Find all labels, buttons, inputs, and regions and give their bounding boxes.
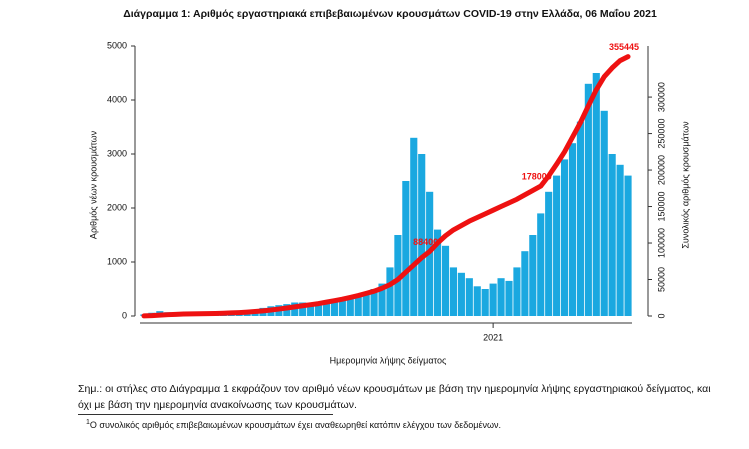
bar xyxy=(592,73,600,316)
y2-tick-label: 300000 xyxy=(656,82,666,112)
bar xyxy=(624,175,632,316)
chart-title: Διάγραμμα 1: Αριθμός εργαστηριακά επιβεβ… xyxy=(123,8,657,20)
bar xyxy=(338,298,346,316)
bar xyxy=(378,283,386,316)
bar xyxy=(560,159,569,316)
bar xyxy=(481,289,489,316)
bar xyxy=(394,235,402,316)
bar xyxy=(473,286,481,316)
y2-tick-label: 150000 xyxy=(656,192,666,222)
y2-tick-label: 200000 xyxy=(656,155,666,185)
bar xyxy=(505,280,513,316)
bar xyxy=(307,303,315,316)
bar xyxy=(568,143,577,316)
bar xyxy=(545,191,553,316)
note: Σημ.: οι στήλες στο Διάγραμμα 1 εκφράζου… xyxy=(78,383,711,411)
y2-tick-label: 100000 xyxy=(656,228,666,258)
bar xyxy=(370,289,378,316)
bar xyxy=(576,121,584,316)
cumulative-line xyxy=(141,54,631,319)
bar xyxy=(537,213,545,316)
bar xyxy=(418,154,426,316)
line-value-label: 178000 xyxy=(522,171,552,181)
y-axis-label: Αριθμός νέων κρουσμάτων xyxy=(88,130,98,239)
line-value-label: 88400 xyxy=(413,237,438,247)
bar xyxy=(529,235,537,316)
bar xyxy=(616,164,624,316)
footnote: 1Ο συνολικός αριθμός επιβεβαιωμένων κρου… xyxy=(86,419,501,430)
bar xyxy=(299,302,307,316)
bar xyxy=(330,299,338,316)
bar xyxy=(354,295,362,316)
bar xyxy=(449,267,458,316)
bar xyxy=(497,278,505,316)
line-value-label: 355445 xyxy=(609,42,639,52)
y-tick-label: 1000 xyxy=(107,256,127,266)
bar xyxy=(402,181,410,316)
y-tick-label: 0 xyxy=(122,310,127,320)
bar xyxy=(322,300,331,316)
bar xyxy=(521,251,529,316)
x-tick-label: 2021 xyxy=(483,332,503,342)
y-tick-label: 4000 xyxy=(107,94,127,104)
footnote-marker: 1 xyxy=(86,419,90,426)
bar xyxy=(386,267,394,316)
bar xyxy=(410,137,418,316)
bar xyxy=(608,154,616,316)
y2-tick-label: 0 xyxy=(656,313,666,318)
y2-axis-label: Συνολικός αριθμός κρουσμάτων xyxy=(680,121,690,249)
bar xyxy=(441,245,450,316)
bar xyxy=(465,278,473,316)
bar xyxy=(600,110,608,316)
chart: Διάγραμμα 1: Αριθμός εργαστηριακά επιβεβ… xyxy=(88,8,690,366)
bar xyxy=(346,297,354,316)
bar xyxy=(584,83,592,316)
y-tick-label: 3000 xyxy=(107,148,127,158)
bar xyxy=(489,283,497,316)
bar xyxy=(553,175,561,316)
separator xyxy=(78,414,333,415)
y-tick-label: 5000 xyxy=(107,40,127,50)
bar xyxy=(362,293,370,316)
y2-tick-label: 50000 xyxy=(656,267,666,292)
y-tick-label: 2000 xyxy=(107,202,127,212)
bar xyxy=(314,302,323,316)
y2-tick-label: 250000 xyxy=(656,119,666,149)
bar xyxy=(513,267,521,316)
footnote-text: Ο συνολικός αριθμός επιβεβαιωμένων κρουσ… xyxy=(89,420,502,430)
x-axis-label: Ημερομηνία λήψης δείγματος xyxy=(330,355,447,365)
bar xyxy=(457,272,465,316)
bar xyxy=(434,229,442,316)
